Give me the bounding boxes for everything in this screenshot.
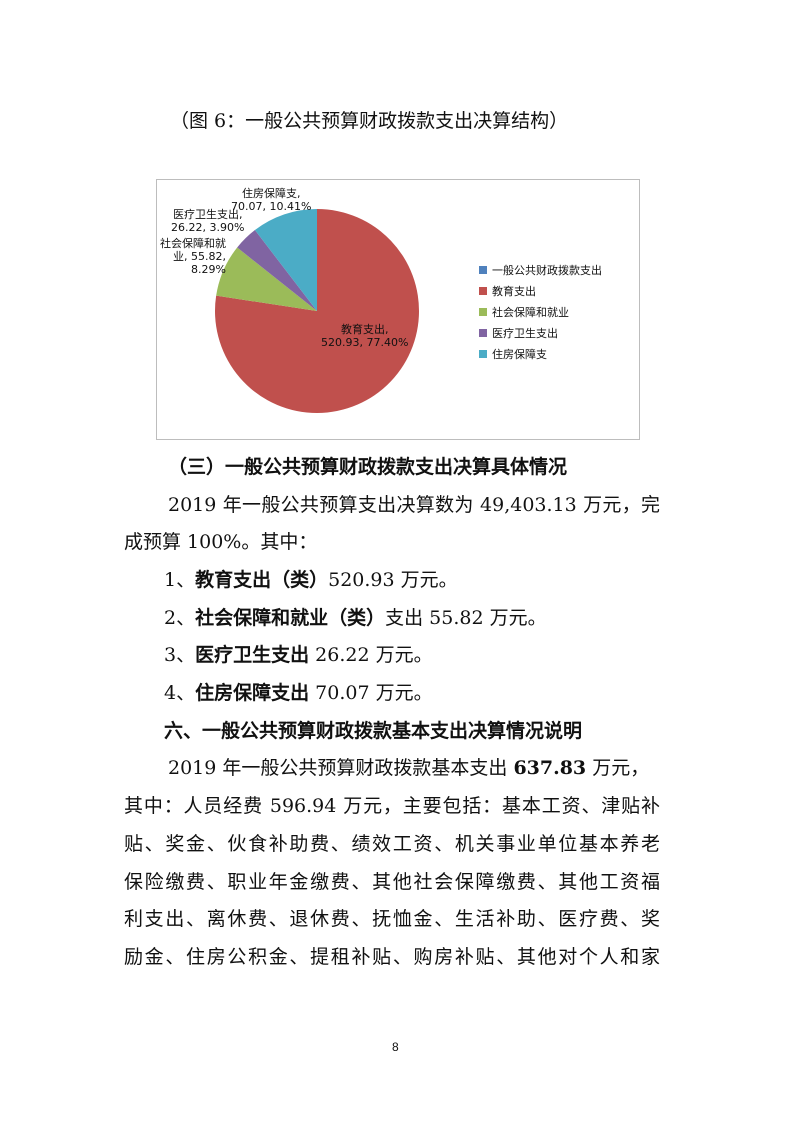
item-title: 医疗卫生支出 xyxy=(195,644,310,666)
item-title: 教育支出（类） xyxy=(195,569,329,591)
legend-item: 社会保障和就业 xyxy=(479,304,569,320)
paragraph-line: 其中：人员经费 596.94 万元，主要包括：基本工资、津贴补 xyxy=(124,795,660,817)
paragraph-line: 2019 年一般公共预算财政拨款基本支出 637.83 万元， xyxy=(168,756,704,780)
pie-slice-4 xyxy=(254,209,317,311)
label-education: 教育支出, 520.93, 77.40% xyxy=(321,323,409,349)
legend-label: 住房保障支 xyxy=(492,348,547,361)
paragraph-line: 2019 年一般公共预算支出决算数为 49,403.13 万元，完 xyxy=(168,494,660,516)
legend-item: 教育支出 xyxy=(479,283,536,299)
legend-item: 一般公共财政拨款支出 xyxy=(479,262,602,278)
item-title: 住房保障支出 xyxy=(195,682,310,704)
paragraph-line: 利支出、离休费、退休费、抚恤金、生活补助、医疗费、奖 xyxy=(124,908,660,930)
pie-svg xyxy=(215,209,419,413)
paragraph-line: 保险缴费、职业年金缴费、其他社会保障缴费、其他工资福 xyxy=(124,871,660,893)
legend-item: 医疗卫生支出 xyxy=(479,325,558,341)
item-text: 26.22 万元。 xyxy=(309,644,433,666)
legend-label: 教育支出 xyxy=(492,285,536,298)
item-number: 1、 xyxy=(164,569,196,591)
list-item: 2、社会保障和就业（类）支出 55.82 万元。 xyxy=(164,606,700,630)
legend-item: 住房保障支 xyxy=(479,346,547,362)
item-text: 支出 55.82 万元。 xyxy=(385,607,547,629)
text: 2019 年一般公共预算财政拨款基本支出 xyxy=(168,757,514,779)
item-title: 社会保障和就业（类） xyxy=(195,607,386,629)
legend-swatch xyxy=(479,266,487,274)
paragraph-line: 成预算 100%。其中： xyxy=(124,531,318,553)
paragraph-line: 贴、奖金、伙食补助费、绩效工资、机关事业单位基本养老 xyxy=(124,833,660,855)
legend-label: 一般公共财政拨款支出 xyxy=(492,264,602,277)
item-number: 3、 xyxy=(164,644,196,666)
label-medical: 医疗卫生支出, 26.22, 3.90% xyxy=(171,208,245,234)
item-text: 70.07 万元。 xyxy=(309,682,433,704)
amount: 637.83 xyxy=(513,757,587,779)
list-item: 1、教育支出（类）520.93 万元。 xyxy=(164,568,700,592)
legend-swatch xyxy=(479,308,487,316)
legend-swatch xyxy=(479,287,487,295)
text: 万元， xyxy=(586,757,650,779)
item-number: 2、 xyxy=(164,607,196,629)
pie-slice-2 xyxy=(216,247,317,311)
item-number: 4、 xyxy=(164,682,196,704)
paragraph-line: 励金、住房公积金、提租补贴、购房补贴、其他对个人和家 xyxy=(124,946,660,968)
pie-slice-3 xyxy=(237,230,317,311)
label-housing: 住房保障支, 70.07, 10.41% xyxy=(231,187,312,213)
heading-3: （三）一般公共预算财政拨款支出决算具体情况 xyxy=(168,456,568,478)
list-item: 3、医疗卫生支出 26.22 万元。 xyxy=(164,643,700,667)
legend-label: 社会保障和就业 xyxy=(492,306,569,319)
label-social: 社会保障和就 业, 55.82, 8.29% xyxy=(160,237,226,276)
heading-6: 六、一般公共预算财政拨款基本支出决算情况说明 xyxy=(164,720,583,742)
figure-caption: （图 6：一般公共预算财政拨款支出决算结构） xyxy=(170,110,569,132)
item-text: 520.93 万元。 xyxy=(328,569,458,591)
legend-swatch xyxy=(479,329,487,337)
list-item: 4、住房保障支出 70.07 万元。 xyxy=(164,681,700,705)
legend-label: 医疗卫生支出 xyxy=(492,327,558,340)
pie-chart: 教育支出, 520.93, 77.40% 社会保障和就 业, 55.82, 8.… xyxy=(156,179,640,440)
page-number: 8 xyxy=(392,1040,399,1054)
legend-swatch xyxy=(479,350,487,358)
